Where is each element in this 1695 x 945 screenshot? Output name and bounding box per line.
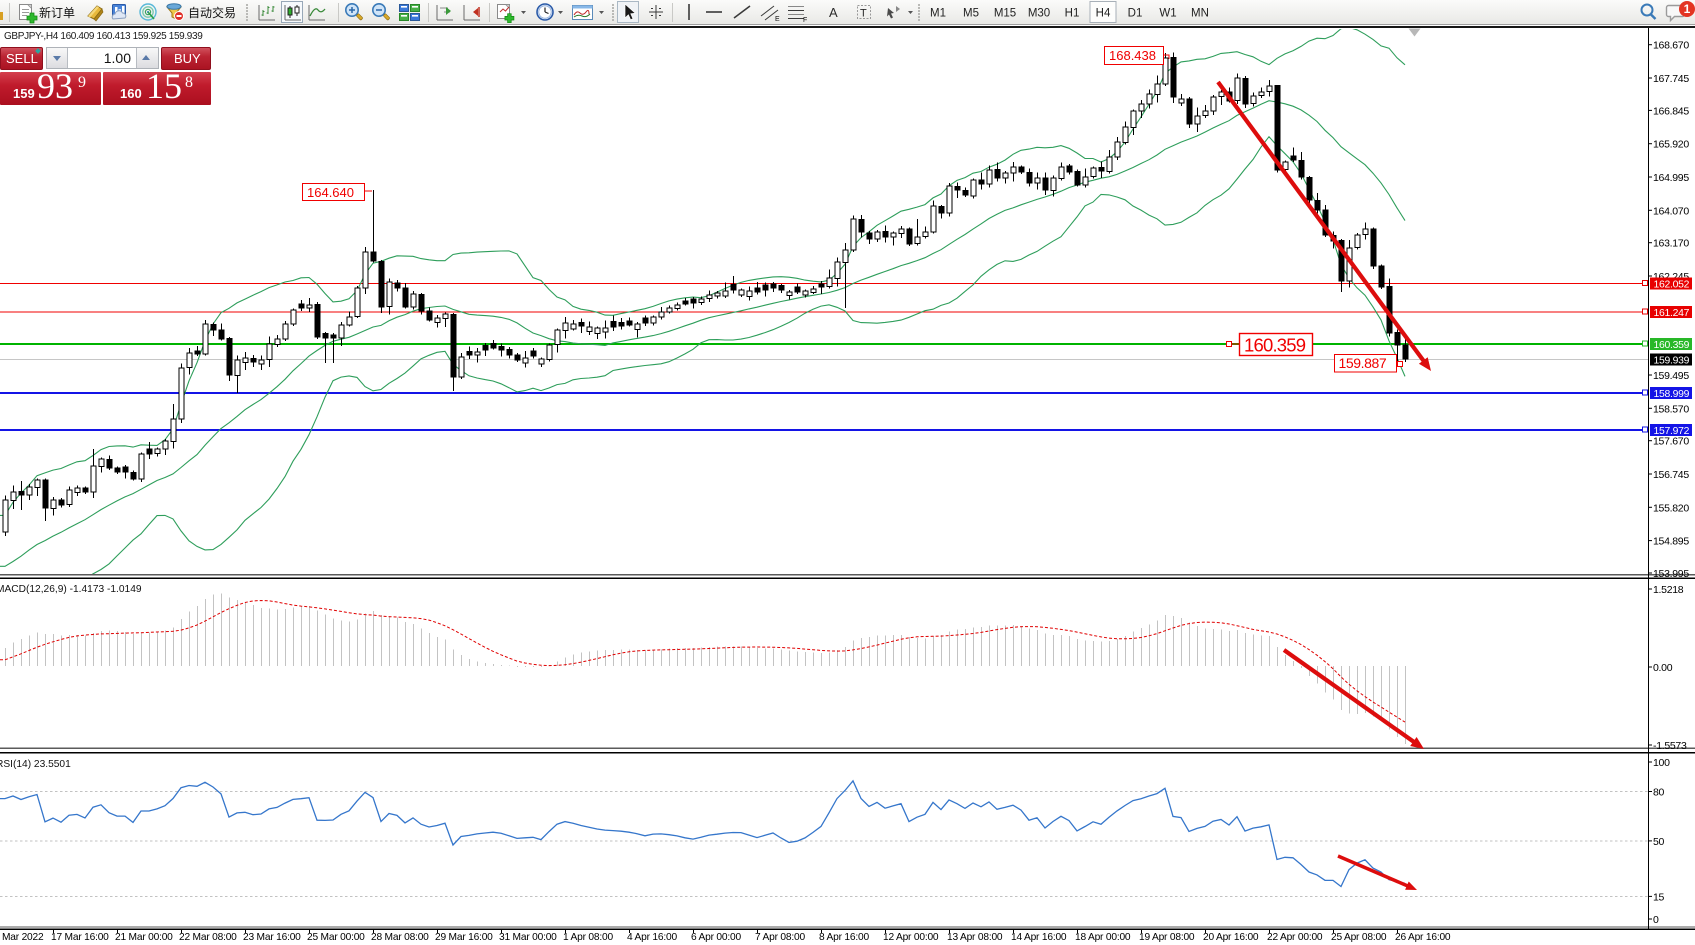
svg-text:8 Apr 16:00: 8 Apr 16:00 — [819, 932, 869, 943]
svg-text:14 Apr 16:00: 14 Apr 16:00 — [1011, 932, 1067, 943]
svg-text:M1: M1 — [930, 8, 946, 20]
svg-text:F: F — [803, 17, 807, 24]
svg-text:155.820: 155.820 — [1653, 502, 1689, 514]
svg-text:23 Mar 16:00: 23 Mar 16:00 — [243, 932, 301, 943]
svg-text:159.495: 159.495 — [1653, 370, 1689, 382]
svg-text:80: 80 — [1653, 787, 1665, 799]
svg-text:1: 1 — [1684, 2, 1691, 16]
svg-text:159.887: 159.887 — [1339, 355, 1387, 371]
svg-text:22 Apr 00:00: 22 Apr 00:00 — [1267, 932, 1323, 943]
svg-text:158.570: 158.570 — [1653, 403, 1689, 415]
svg-text:15: 15 — [1653, 891, 1665, 903]
svg-text:19 Apr 08:00: 19 Apr 08:00 — [1139, 932, 1195, 943]
svg-text:Mar 2022: Mar 2022 — [2, 932, 44, 943]
svg-text:156.745: 156.745 — [1653, 469, 1689, 481]
svg-text:E: E — [775, 16, 780, 23]
svg-text:161.247: 161.247 — [1654, 308, 1690, 319]
svg-text:RSI(14) 23.5501: RSI(14) 23.5501 — [0, 759, 71, 770]
svg-text:A: A — [829, 5, 838, 20]
svg-text:165.920: 165.920 — [1653, 139, 1689, 151]
svg-text:158.999: 158.999 — [1654, 389, 1690, 400]
svg-text:M15: M15 — [994, 8, 1016, 20]
svg-text:163.170: 163.170 — [1653, 238, 1689, 250]
svg-text:4 Apr 16:00: 4 Apr 16:00 — [627, 932, 677, 943]
svg-text:100: 100 — [1653, 757, 1670, 769]
svg-text:168.438: 168.438 — [1109, 48, 1156, 63]
svg-text:MN: MN — [1191, 8, 1209, 20]
svg-text:25 Mar 00:00: 25 Mar 00:00 — [307, 932, 365, 943]
svg-text:MACD(12,26,9) -1.4173 -1.0149: MACD(12,26,9) -1.4173 -1.0149 — [0, 584, 142, 595]
svg-text:162.052: 162.052 — [1654, 280, 1690, 291]
svg-text:28 Mar 08:00: 28 Mar 08:00 — [371, 932, 429, 943]
svg-text:20 Apr 16:00: 20 Apr 16:00 — [1203, 932, 1259, 943]
svg-text:13 Apr 08:00: 13 Apr 08:00 — [947, 932, 1003, 943]
svg-text:7 Apr 08:00: 7 Apr 08:00 — [755, 932, 805, 943]
svg-text:160.359: 160.359 — [1654, 340, 1690, 351]
svg-text:GBPJPY-,H4 160.409 160.413 15: GBPJPY-,H4 160.409 160.413 159.925 159.9… — [4, 31, 203, 42]
svg-text:新订单: 新订单 — [39, 5, 75, 20]
svg-text:M30: M30 — [1028, 8, 1050, 20]
svg-text:168.670: 168.670 — [1653, 40, 1689, 52]
svg-text:1 Apr 08:00: 1 Apr 08:00 — [563, 932, 613, 943]
svg-text:-1.5573: -1.5573 — [1653, 740, 1687, 752]
svg-text:157.670: 157.670 — [1653, 436, 1689, 448]
svg-text:H4: H4 — [1096, 8, 1111, 20]
svg-text:164.070: 164.070 — [1653, 205, 1689, 217]
svg-text:0.00: 0.00 — [1653, 662, 1673, 674]
svg-text:0: 0 — [1653, 914, 1659, 926]
svg-text:17 Mar 16:00: 17 Mar 16:00 — [51, 932, 109, 943]
svg-text:1.5218: 1.5218 — [1653, 584, 1684, 596]
svg-text:154.895: 154.895 — [1653, 536, 1689, 548]
svg-text:H1: H1 — [1065, 8, 1080, 20]
svg-text:21 Mar 00:00: 21 Mar 00:00 — [115, 932, 173, 943]
svg-text:29 Mar 16:00: 29 Mar 16:00 — [435, 932, 493, 943]
svg-text:W1: W1 — [1159, 8, 1176, 20]
svg-text:M5: M5 — [963, 8, 979, 20]
svg-text:T: T — [860, 8, 867, 20]
svg-text:159.939: 159.939 — [1654, 356, 1690, 367]
svg-text:D1: D1 — [1128, 8, 1143, 20]
svg-text:50: 50 — [1653, 836, 1665, 848]
svg-text:自动交易: 自动交易 — [188, 5, 236, 20]
svg-text:157.972: 157.972 — [1654, 426, 1690, 437]
svg-text:6 Apr 00:00: 6 Apr 00:00 — [691, 932, 741, 943]
svg-text:160.359: 160.359 — [1244, 335, 1306, 356]
svg-text:22 Mar 08:00: 22 Mar 08:00 — [179, 932, 237, 943]
svg-text:31 Mar 00:00: 31 Mar 00:00 — [499, 932, 557, 943]
svg-text:25 Apr 08:00: 25 Apr 08:00 — [1331, 932, 1387, 943]
svg-text:167.745: 167.745 — [1653, 73, 1689, 85]
svg-text:18 Apr 00:00: 18 Apr 00:00 — [1075, 932, 1131, 943]
svg-text:164.640: 164.640 — [307, 185, 354, 200]
svg-text:153.995: 153.995 — [1653, 568, 1689, 580]
svg-text:164.995: 164.995 — [1653, 172, 1689, 184]
svg-text:26 Apr 16:00: 26 Apr 16:00 — [1395, 932, 1451, 943]
svg-text:166.845: 166.845 — [1653, 105, 1689, 117]
svg-text:12 Apr 00:00: 12 Apr 00:00 — [883, 932, 939, 943]
